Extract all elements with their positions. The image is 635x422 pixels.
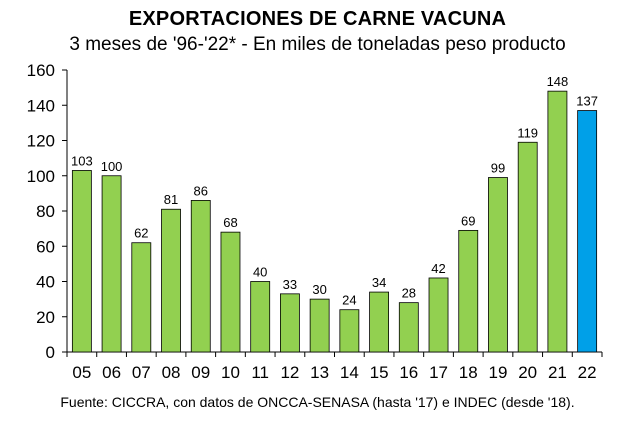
- data-label-05: 103: [71, 153, 93, 168]
- data-label-13: 30: [312, 282, 326, 297]
- x-tick-label-05: 05: [72, 363, 91, 382]
- bar-18: [458, 229, 479, 353]
- data-label-19: 99: [491, 161, 505, 176]
- bar-13: [309, 298, 330, 353]
- bar-10: [220, 231, 241, 353]
- x-tick-label-20: 20: [518, 363, 537, 382]
- x-tick-label-10: 10: [221, 363, 240, 382]
- y-tick-label: 100: [27, 167, 55, 186]
- data-label-17: 42: [431, 261, 445, 276]
- bar-11: [250, 281, 271, 353]
- data-label-07: 62: [134, 226, 148, 241]
- data-label-15: 34: [372, 275, 386, 290]
- x-tick-label-09: 09: [191, 363, 210, 382]
- x-tick-label-18: 18: [459, 363, 478, 382]
- x-tick-label-14: 14: [340, 363, 359, 382]
- x-tick-label-19: 19: [489, 363, 508, 382]
- data-label-16: 28: [402, 286, 416, 301]
- data-label-09: 86: [194, 183, 208, 198]
- y-tick-label: 140: [27, 96, 55, 115]
- bar-15: [369, 291, 389, 353]
- data-label-08: 81: [164, 192, 178, 207]
- x-tick-label-21: 21: [548, 363, 567, 382]
- x-tick-label-13: 13: [310, 363, 329, 382]
- bar-06: [101, 175, 122, 353]
- y-tick-label: 20: [36, 308, 55, 327]
- bar-22: [577, 110, 598, 353]
- x-tick-label-08: 08: [162, 363, 181, 382]
- data-label-20: 119: [517, 125, 538, 140]
- x-tick-label-15: 15: [370, 363, 389, 382]
- y-tick-label: 40: [36, 273, 55, 292]
- bar-12: [280, 293, 300, 353]
- data-label-10: 68: [223, 215, 237, 230]
- bar-09: [190, 200, 211, 353]
- bar-05: [71, 170, 92, 353]
- data-label-06: 100: [101, 159, 123, 174]
- y-tick-label: 60: [36, 237, 55, 256]
- y-tick-label: 160: [27, 61, 55, 80]
- x-tick-label-16: 16: [399, 363, 418, 382]
- y-tick-label: 120: [27, 132, 55, 151]
- x-tick-label-12: 12: [280, 363, 299, 382]
- bar-21: [547, 90, 568, 353]
- chart-subtitle: 3 meses de '96-'22* - En miles de tonela…: [69, 34, 566, 55]
- data-label-14: 24: [342, 293, 356, 308]
- bar-08: [161, 208, 181, 353]
- data-label-12: 33: [283, 277, 297, 292]
- data-label-22: 137: [576, 94, 598, 109]
- bar-14: [339, 309, 360, 353]
- chart-title: EXPORTACIONES DE CARNE VACUNA: [128, 8, 507, 30]
- x-tick-label-11: 11: [251, 363, 269, 382]
- x-tick-label-17: 17: [429, 363, 448, 382]
- y-tick-label: 80: [36, 202, 55, 221]
- x-tick-label-06: 06: [102, 363, 121, 382]
- data-label-21: 148: [547, 74, 569, 89]
- x-tick-label-22: 22: [578, 363, 597, 382]
- data-label-18: 69: [461, 213, 475, 228]
- data-label-11: 40: [253, 265, 267, 280]
- bar-16: [398, 302, 419, 353]
- x-tick-label-07: 07: [132, 363, 151, 382]
- bar-07: [131, 242, 152, 353]
- bar-17: [428, 277, 449, 353]
- source-note: Fuente: CICCRA, con datos de ONCCA-SENAS…: [60, 394, 575, 410]
- y-tick-label: 0: [46, 343, 55, 362]
- bar-20: [517, 141, 538, 353]
- bar-19: [488, 177, 508, 353]
